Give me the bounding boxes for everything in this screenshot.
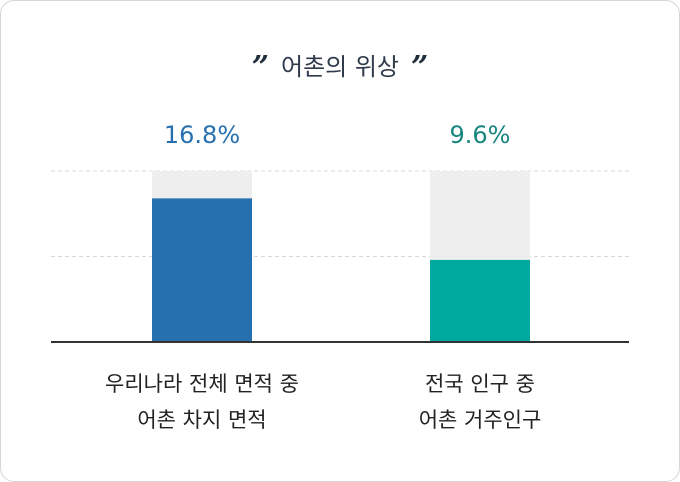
value-label-1: 9.6% [450,121,511,149]
category-label-0-1: 어촌 차지 면적 [137,408,266,432]
category-label-1-0: 전국 인구 중 [425,372,535,396]
title-open-quote: ” [251,50,269,85]
title-close-quote: ” [411,50,429,85]
bar-0 [152,198,252,342]
category-label-0-0: 우리나라 전체 면적 중 [105,372,299,396]
value-label-0: 16.8% [164,121,240,149]
chart-title-row: ” 어촌의 위상 ” [1,47,679,85]
bar-1 [430,259,530,342]
chart-title: 어촌의 위상 [280,53,400,81]
category-label-1-1: 어촌 거주인구 [419,408,542,432]
